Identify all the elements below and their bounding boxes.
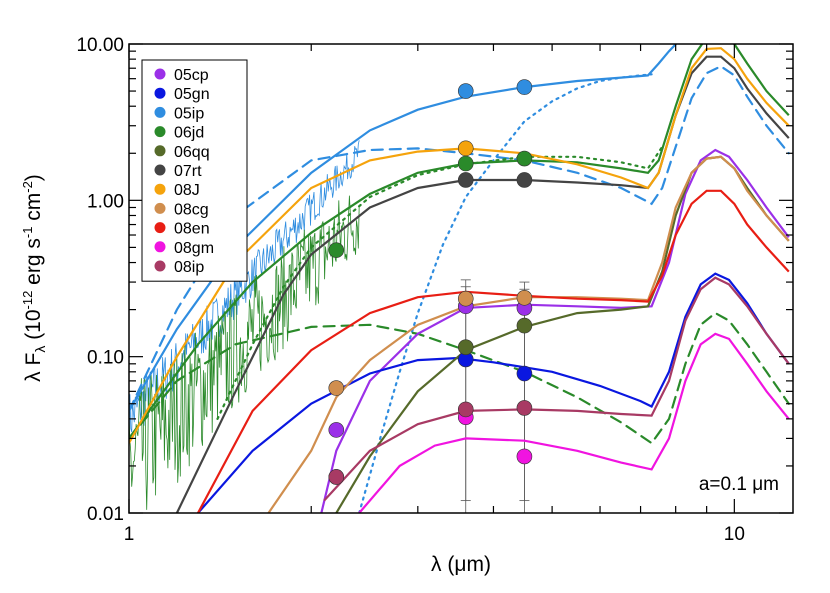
y-label-mid: erg s (22, 238, 45, 291)
legend-marker-06qq (154, 145, 166, 157)
legend-marker-08gm (154, 241, 166, 253)
y-tick-label: 0.01 (87, 504, 124, 525)
legend-label-07rt: 07rt (174, 163, 202, 180)
y-label-exp3: -2 (20, 181, 35, 193)
x-tick-label: 10 (724, 524, 745, 545)
series-line-05cp (320, 148, 790, 513)
series-line-06jd (129, 44, 790, 440)
series-line-08en (197, 189, 790, 513)
legend-marker-07rt (154, 164, 166, 176)
point-08ip-1 (457, 401, 474, 418)
legend-marker-08en (154, 222, 166, 234)
legend-marker-08cg (154, 202, 166, 214)
legend-marker-05gn (154, 87, 166, 99)
point-06jd-2 (516, 150, 533, 167)
series-line-08ip (323, 276, 790, 502)
point-07rt-1 (516, 172, 533, 188)
spectrum-0 (129, 140, 360, 448)
x-tick-label: 1 (124, 524, 135, 545)
annotation: a=0.1 μm (699, 474, 779, 495)
y-label-mid2: cm (22, 193, 45, 227)
point-08cg-0 (328, 380, 345, 396)
y-label-close: ) (22, 174, 45, 181)
legend-marker-08J (154, 183, 166, 195)
point-05ip-0 (457, 83, 474, 99)
legend-label-08en: 08en (174, 221, 210, 238)
model-curve-dashed-2 (129, 311, 790, 445)
legend-label-05ip: 05ip (174, 105, 204, 122)
y-tick-label: 0.10 (87, 348, 124, 369)
y-tick-label: 10.00 (76, 35, 124, 56)
plot-area (129, 44, 790, 513)
series-line-08gm (358, 332, 790, 513)
series-line-05ip (129, 44, 678, 412)
series-line-07rt (175, 55, 790, 513)
point-08ip-2 (516, 400, 533, 416)
point-06jd-0 (328, 242, 345, 258)
legend-marker-06jd (154, 126, 166, 138)
legend-label-08cg: 08cg (174, 201, 209, 218)
legend: 05cp 05gn 05ip 06jd 06qq 07rt 08J 08cg 08en 08gm 0… (141, 59, 248, 282)
legend-label-08J: 08J (174, 182, 200, 199)
series-line-08J (129, 47, 790, 444)
point-05gn-1 (516, 365, 533, 382)
series-line-05gn (197, 272, 790, 513)
y-label-exp1: -12 (20, 291, 35, 310)
plot-frame (128, 43, 794, 514)
point-07rt-0 (457, 172, 474, 188)
axis-ticks: 1 10 0.01 0.10 1.00 10.00 (76, 35, 793, 545)
point-08cg-1 (457, 290, 474, 307)
point-08J-0 (457, 140, 474, 157)
y-label-exp2: -1 (20, 227, 35, 239)
legend-marker-05ip (154, 106, 166, 118)
point-06qq-1 (516, 317, 533, 334)
point-05ip-1 (516, 79, 533, 95)
y-label-open: (10 (22, 309, 45, 345)
y-tick-label: 1.00 (87, 191, 124, 212)
legend-label-06qq: 06qq (174, 144, 210, 161)
legend-label-08gm: 08gm (174, 240, 214, 257)
x-axis-label: λ (μm) (431, 553, 491, 576)
y-label-sub: λ (32, 346, 48, 353)
legend-label-05gn: 05gn (174, 86, 210, 103)
model-curve-dotted-3 (216, 145, 664, 420)
legend-label-05cp: 05cp (174, 67, 209, 84)
point-05cp-0 (328, 422, 345, 438)
legend-label-08ip: 08ip (174, 259, 204, 276)
legend-label-06jd: 06jd (174, 125, 204, 142)
legend-marker-05cp (154, 68, 166, 80)
model-curve-dashed-0 (129, 65, 790, 412)
y-label-main: λ F (22, 353, 45, 382)
point-08ip-0 (328, 469, 345, 485)
point-06jd-1 (457, 155, 474, 172)
legend-marker-08ip (154, 260, 166, 272)
point-08gm-2 (516, 448, 533, 465)
point-06qq-0 (457, 339, 474, 355)
y-axis-label: λ Fλ (10-12 erg s-1 cm-2) (20, 174, 48, 382)
point-08cg-2 (516, 289, 533, 306)
